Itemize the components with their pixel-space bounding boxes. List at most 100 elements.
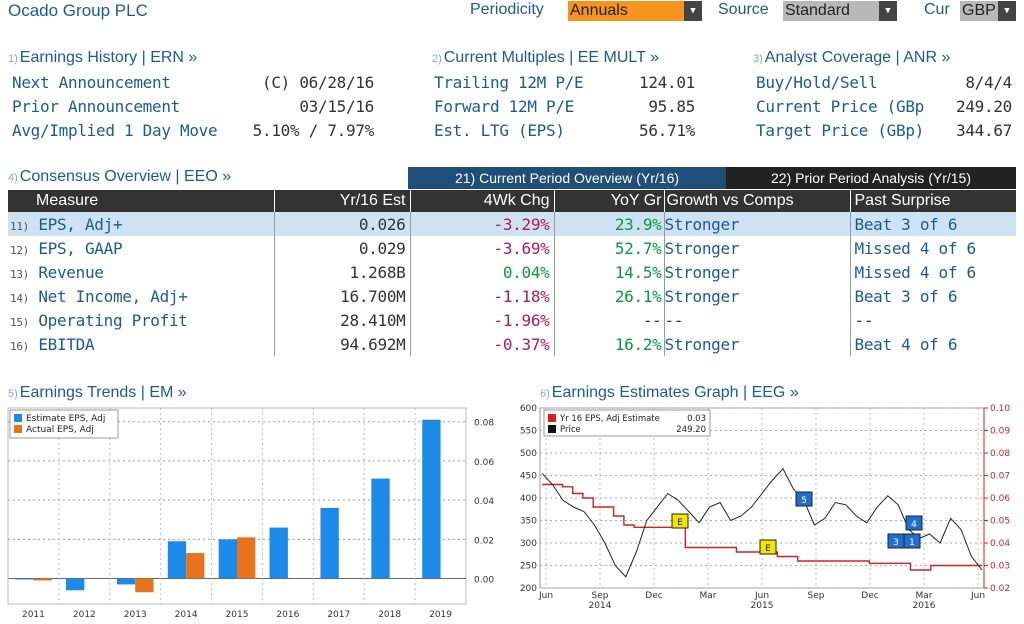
- y-left-tick-label: 600: [520, 404, 537, 414]
- current-price-label: Current Price (GBp: [756, 97, 924, 116]
- earnings-marker-label: E: [765, 544, 771, 554]
- yoy-cell: 52.7%: [554, 236, 665, 260]
- y-right-tick-label: 0.04: [990, 539, 1010, 549]
- x-tick-label: Jun: [754, 591, 769, 601]
- col-yoy-gr[interactable]: YoY Gr: [554, 190, 665, 212]
- y-tick-label: 0.02: [474, 536, 494, 546]
- x-tick-label: 2017: [327, 610, 350, 620]
- col-est[interactable]: Yr/16 Est: [274, 190, 411, 212]
- x-tick-label: Sep: [808, 591, 825, 601]
- buy-hold-sell-label: Buy/Hold/Sell: [756, 73, 878, 92]
- yoy-cell: 16.2%: [554, 332, 665, 356]
- target-price-value: 344.67: [956, 121, 1012, 140]
- chg-cell: -0.37%: [410, 332, 555, 356]
- y-left-tick-label: 250: [520, 562, 537, 572]
- table-header-row: Measure Yr/16 Est 4Wk Chg YoY Gr Growth …: [8, 190, 1016, 212]
- est-ltg-value: 56.71%: [639, 121, 695, 140]
- table-row[interactable]: 15) Operating Profit 28.410M -1.96% -- -…: [8, 308, 1016, 332]
- source-dropdown-icon[interactable]: ▼: [879, 1, 897, 21]
- measure-cell: 13) Revenue: [8, 260, 275, 284]
- x-year-label: 2016: [913, 601, 936, 611]
- earnings-history-title[interactable]: 1) Earnings History | ERN »: [8, 49, 198, 66]
- y-tick-label: 0.00: [474, 576, 494, 586]
- y-left-tick-label: 550: [520, 427, 537, 437]
- yoy-cell: 26.1%: [554, 284, 665, 308]
- currency-label: Cur: [924, 1, 950, 18]
- earnings-marker-label: E: [677, 518, 683, 528]
- growth-cell: --: [664, 308, 851, 332]
- earnings-estimates-chart[interactable]: 200 250 300 350 400 450 500 550 600 0.02 0.03 0.04 0…: [506, 404, 1024, 624]
- actual-bar: [186, 553, 205, 579]
- y-right-tick-label: 0.10: [990, 404, 1010, 414]
- y-right-tick-label: 0.06: [990, 494, 1010, 504]
- earnings-marker-label: 1: [909, 538, 915, 548]
- source-select[interactable]: Standard: [783, 1, 879, 21]
- surprise-cell: Beat 3 of 6: [854, 286, 958, 306]
- legend-swatch: [548, 414, 556, 422]
- current-multiples-title[interactable]: 2) Current Multiples | EE MULT »: [432, 49, 659, 66]
- est-cell: 28.410M: [274, 308, 411, 332]
- analyst-coverage-title[interactable]: 3) Analyst Coverage | ANR »: [753, 49, 951, 66]
- x-tick-label: 2019: [429, 610, 452, 620]
- y-right-tick-label: 0.02: [990, 584, 1010, 594]
- current-price-value: 249.20: [956, 97, 1012, 116]
- surprise-cell: --: [854, 310, 874, 330]
- forward-pe-label: Forward 12M P/E: [434, 97, 574, 116]
- periodicity-dropdown-icon[interactable]: ▼: [684, 1, 702, 21]
- estimate-bar: [422, 419, 441, 579]
- earnings-estimates-graph-title[interactable]: 6) Earnings Estimates Graph | EEG »: [540, 384, 799, 401]
- measure-cell: 12) EPS, GAAP: [8, 236, 275, 260]
- avg-implied-move-label: Avg/Implied 1 Day Move: [12, 121, 218, 140]
- est-cell: 94.692M: [274, 332, 411, 356]
- col-past-surprise[interactable]: Past Surprise: [850, 190, 1016, 212]
- growth-cell: Stronger: [664, 236, 851, 260]
- growth-cell: Stronger: [664, 284, 851, 308]
- actual-bar: [33, 578, 52, 581]
- table-row[interactable]: 11) EPS, Adj+ 0.026 -3.29% 23.9% Stronge…: [8, 212, 1016, 236]
- tab-current-period[interactable]: 21) Current Period Overview (Yr/16): [408, 167, 726, 189]
- periodicity-label: Periodicity: [470, 1, 544, 18]
- currency-dropdown-icon[interactable]: ▼: [998, 1, 1016, 21]
- actual-bar: [135, 578, 154, 593]
- col-growth-vs-comps[interactable]: Growth vs Comps: [664, 190, 851, 212]
- table-row[interactable]: 14) Net Income, Adj+ 16.700M -1.18% 26.1…: [8, 284, 1016, 308]
- earnings-trends-title[interactable]: 5) Earnings Trends | EM »: [8, 384, 187, 401]
- x-tick-label: 2012: [73, 610, 96, 620]
- buy-hold-sell-value: 8/4/4: [965, 73, 1012, 92]
- top-bar: Ocado Group PLC Periodicity Annuals ▼ So…: [0, 0, 1024, 24]
- y-tick-label: 0.04: [474, 497, 494, 507]
- earnings-trends-chart[interactable]: 0.00 0.02 0.04 0.06 0.08 2011 2012 2013 2014 2015…: [0, 404, 506, 624]
- trailing-pe-value: 124.01: [639, 73, 695, 92]
- est-cell: 1.268B: [274, 260, 411, 284]
- y-tick-label: 0.08: [474, 419, 494, 429]
- yoy-cell: 23.9%: [554, 212, 665, 236]
- tab-prior-period[interactable]: 22) Prior Period Analysis (Yr/15): [726, 167, 1016, 189]
- x-tick-label: 2014: [175, 610, 198, 620]
- y-right-tick-label: 0.09: [990, 427, 1010, 437]
- chg-cell: -1.96%: [410, 308, 555, 332]
- surprise-cell: Beat 3 of 6: [850, 212, 1016, 236]
- target-price-label: Target Price (GBp): [756, 121, 924, 140]
- chg-cell: 0.04%: [410, 260, 555, 284]
- x-tick-label: Mar: [916, 591, 933, 601]
- table-row[interactable]: 16) EBITDA 94.692M -0.37% 16.2% Stronger…: [8, 332, 1016, 356]
- legend-label: Price: [560, 425, 581, 435]
- consensus-overview-title[interactable]: 4) Consensus Overview | EEO »: [8, 168, 232, 185]
- x-tick-label: 2018: [378, 610, 401, 620]
- chg-cell: -3.29%: [410, 212, 555, 236]
- surprise-cell: Missed 4 of 6: [854, 262, 977, 282]
- estimate-bar: [218, 539, 237, 579]
- estimate-bar: [269, 527, 288, 579]
- table-row[interactable]: 13) Revenue 1.268B 0.04% 14.5% Stronger …: [8, 260, 1016, 284]
- legend-label: Estimate EPS, Adj: [26, 414, 105, 424]
- periodicity-select[interactable]: Annuals: [568, 1, 684, 21]
- legend-label: Yr 16 EPS, Adj Estimate: [559, 414, 660, 424]
- x-tick-label: Sep: [592, 591, 609, 601]
- col-measure[interactable]: Measure: [8, 190, 275, 212]
- y-left-tick-label: 500: [520, 449, 537, 459]
- currency-select[interactable]: GBP: [960, 1, 998, 21]
- x-tick-label: 2011: [22, 610, 45, 620]
- col-4wk-chg[interactable]: 4Wk Chg: [410, 190, 555, 212]
- x-tick-label: 2013: [124, 610, 147, 620]
- table-row[interactable]: 12) EPS, GAAP 0.029 -3.69% 52.7% Stronge…: [8, 236, 1016, 260]
